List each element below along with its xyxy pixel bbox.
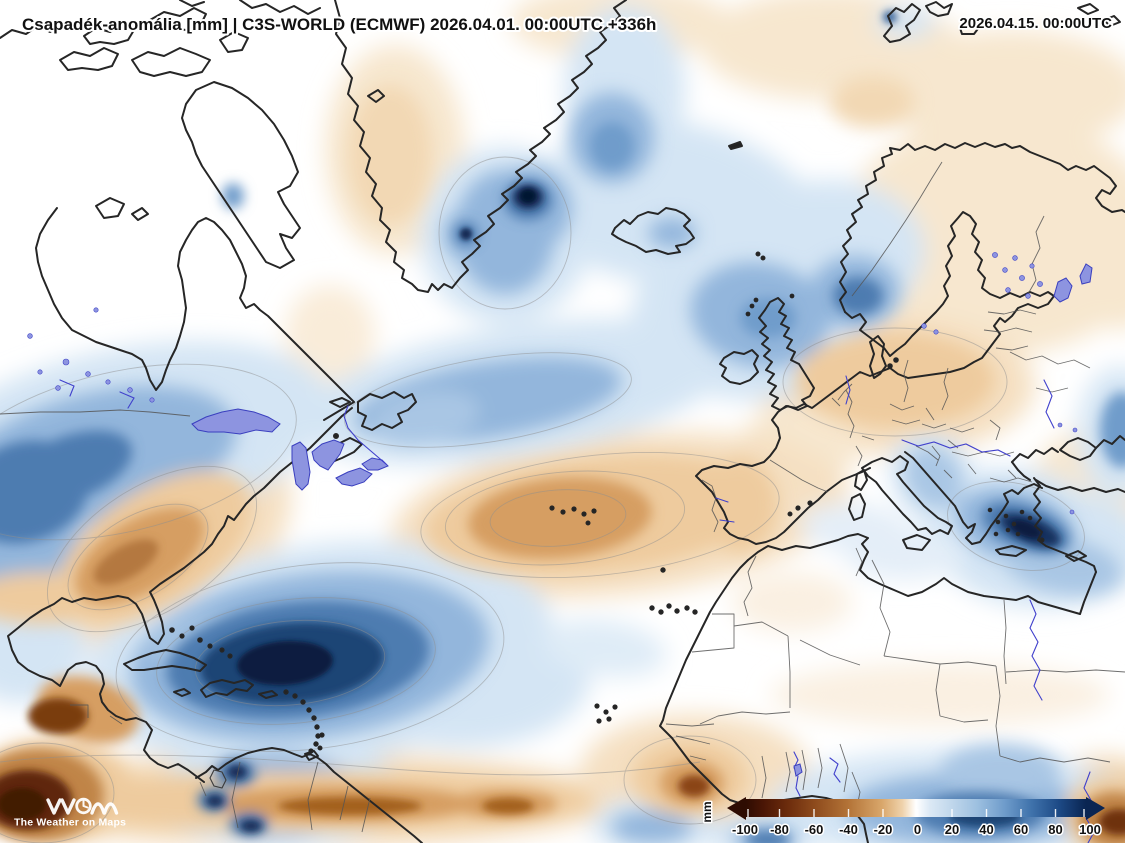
legend-tick-label: -100 (732, 822, 758, 837)
legend-tick-marks (747, 809, 1085, 817)
map-title: Csapadék-anomália [mm] | C3S-WORLD (ECMW… (22, 15, 656, 34)
color-scale-legend: mm -100 -80 -60 -40 -20 0 20 40 60 80 10… (699, 797, 1105, 839)
clock-icon (75, 797, 92, 815)
legend-tick-label: 0 (914, 822, 921, 837)
logo-v-icon (60, 798, 76, 815)
legend-tick-label: -60 (805, 822, 824, 837)
valid-time-label: 2026.04.15. 00:00UTC (959, 15, 1112, 32)
legend-tick-label: -80 (770, 822, 789, 837)
legend-tick-label: 20 (945, 822, 959, 837)
island-dots (169, 625, 325, 754)
legend-right-arrow-icon (1086, 797, 1105, 820)
logo-v-icon (46, 798, 62, 815)
legend-tick-label: -20 (874, 822, 893, 837)
legend-tick-label: 100 (1079, 822, 1101, 837)
color-scale-bar (746, 799, 1086, 817)
lakes-and-rivers (27, 252, 1095, 843)
contour-lines (0, 156, 1085, 843)
logo-tagline: The Weather on Maps (14, 817, 126, 829)
legend-tick-label: 60 (1014, 822, 1028, 837)
logo-arch-icon (90, 802, 106, 815)
legend-tick-label: 40 (979, 822, 993, 837)
legend-tick-label: 80 (1048, 822, 1062, 837)
legend-tick-labels: -100 -80 -60 -40 -20 0 20 40 60 80 100 (730, 821, 1102, 839)
logo-arch-icon (102, 802, 119, 815)
anomaly-field-cores (0, 189, 1042, 820)
legend-tick-label: -40 (839, 822, 858, 837)
wom-logo: The Weather on Maps (14, 797, 126, 829)
legend-left-arrow-icon (727, 797, 746, 820)
small-lakes (27, 252, 1078, 515)
clock-hands-icon (82, 800, 89, 809)
legend-unit-label: mm (700, 801, 714, 822)
